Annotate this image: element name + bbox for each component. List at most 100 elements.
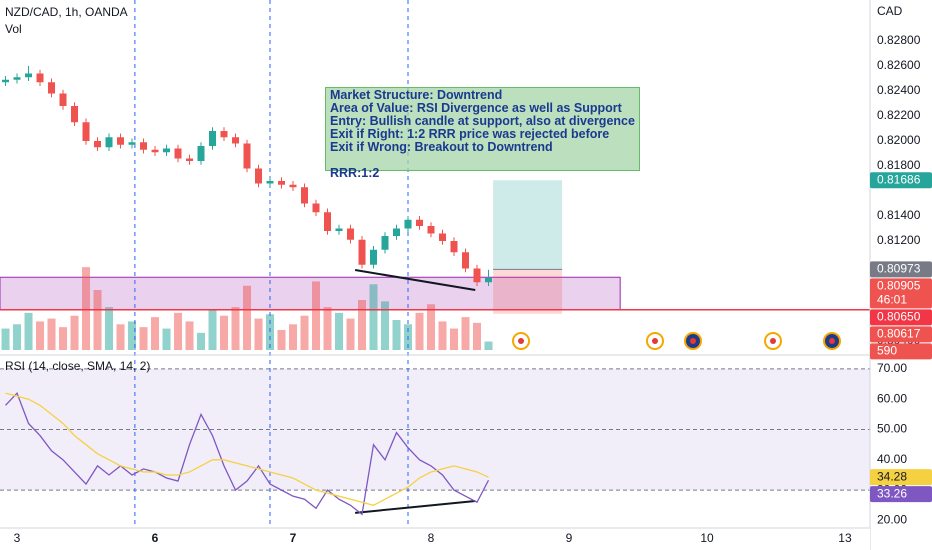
candle-body <box>393 228 401 236</box>
volume-bar <box>415 312 424 350</box>
candle-body <box>312 203 320 213</box>
volume-bar <box>70 315 79 350</box>
candle-body <box>439 233 447 241</box>
volume-bar <box>358 300 367 350</box>
candle-body <box>485 277 493 283</box>
entry-tag <box>870 261 932 278</box>
rsi-tag-label: 33.26 <box>877 486 907 500</box>
price-divergence <box>354 269 476 291</box>
volume-bar <box>254 318 263 350</box>
rsi-divergence <box>355 500 476 514</box>
event-flag-mark <box>829 338 835 344</box>
volume-bar <box>473 322 482 350</box>
candle-body <box>13 77 21 80</box>
y-tick-label: 0.82800 <box>877 33 921 47</box>
volume-bar <box>346 318 355 350</box>
note-line: Entry: Bullish candle at support, also a… <box>330 114 635 128</box>
y-tick-label: 0.81800 <box>877 158 921 172</box>
candle-body <box>381 236 389 250</box>
volume-bar <box>231 307 240 350</box>
candle-body <box>427 226 435 234</box>
candle-body <box>370 249 378 265</box>
volume-bar <box>116 324 125 350</box>
candle-body <box>243 143 251 169</box>
candle-body <box>209 131 217 146</box>
volume-bar <box>335 312 344 350</box>
stop-tag <box>870 326 932 343</box>
x-tick-label: 6 <box>152 531 159 545</box>
volume-bar <box>266 314 275 350</box>
volume-bar <box>47 318 56 350</box>
candle-body <box>151 149 159 153</box>
volume-bar <box>208 310 217 350</box>
rsi-title: RSI (14, close, SMA, 14, 2) <box>5 359 150 373</box>
y-tick-label: 0.81200 <box>877 233 921 247</box>
position-target <box>493 180 563 270</box>
volume-bar <box>438 321 447 350</box>
volume-bar <box>277 330 286 350</box>
event-flag-mark <box>652 338 658 344</box>
rsi-tick-label: 50.00 <box>877 422 907 436</box>
volume-bar <box>323 307 332 350</box>
volume-bar <box>369 284 378 350</box>
candle-body <box>220 131 228 138</box>
rsi-line <box>5 392 489 506</box>
candle-body <box>48 82 56 94</box>
x-tick-label: 8 <box>428 531 435 545</box>
candle-body <box>163 148 171 153</box>
candle-body <box>71 106 79 123</box>
y-tick-label: 0.82600 <box>877 58 921 72</box>
candle-body <box>140 142 148 150</box>
candle-body <box>105 137 113 148</box>
candle-body <box>450 241 458 253</box>
candle-body <box>174 148 182 159</box>
volume-bar <box>128 321 137 350</box>
candle-body <box>416 219 424 226</box>
candle-body <box>36 73 44 83</box>
volume-tag <box>870 343 932 360</box>
price-tag-label: 46:01 <box>877 293 907 307</box>
chart-title: NZD/CAD, 1h, OANDA <box>5 5 128 19</box>
volume-bar <box>461 317 470 350</box>
volume-bar <box>484 341 493 350</box>
volume-bar <box>312 281 321 350</box>
candle-body <box>186 158 194 161</box>
volume-bar <box>220 315 229 350</box>
volume-bar <box>174 312 183 350</box>
volume-bar <box>36 321 45 350</box>
volume-bar <box>151 317 160 350</box>
x-tick-label: 10 <box>700 531 714 545</box>
annotation-note: Market Structure: Downtrend Area of Valu… <box>325 87 640 180</box>
volume-bar <box>381 301 390 350</box>
candle-body <box>82 122 90 141</box>
candle-body <box>462 252 470 269</box>
candle-body <box>25 73 33 78</box>
candle-body <box>335 228 343 231</box>
volume-bar <box>105 307 114 350</box>
candle-body <box>324 212 332 231</box>
volume-label: Vol <box>5 22 22 36</box>
volume-bar <box>1 328 10 350</box>
y-tick-label: 0.82200 <box>877 108 921 122</box>
volume-tag-label: 590 <box>877 344 897 358</box>
volume-bar <box>24 312 33 350</box>
entry-tag-label: 0.80973 <box>877 262 921 276</box>
volume-bar <box>243 285 252 350</box>
candle-body <box>232 137 240 144</box>
note-line: Market Structure: Downtrend <box>330 88 503 102</box>
candle-body <box>266 181 274 184</box>
volume-bar <box>13 324 22 350</box>
target-tag <box>870 172 932 189</box>
position-stop <box>493 269 563 314</box>
candle-body <box>301 187 309 204</box>
candle-body <box>347 228 355 240</box>
volume-bar <box>427 304 436 350</box>
candle-body <box>289 184 297 188</box>
stop-tag-label: 0.80617 <box>877 327 921 341</box>
volume-bar <box>93 290 102 350</box>
note-line: Area of Value: RSI Divergence as well as… <box>330 101 622 115</box>
volume-bar <box>300 315 309 350</box>
volume-bar <box>197 332 206 350</box>
